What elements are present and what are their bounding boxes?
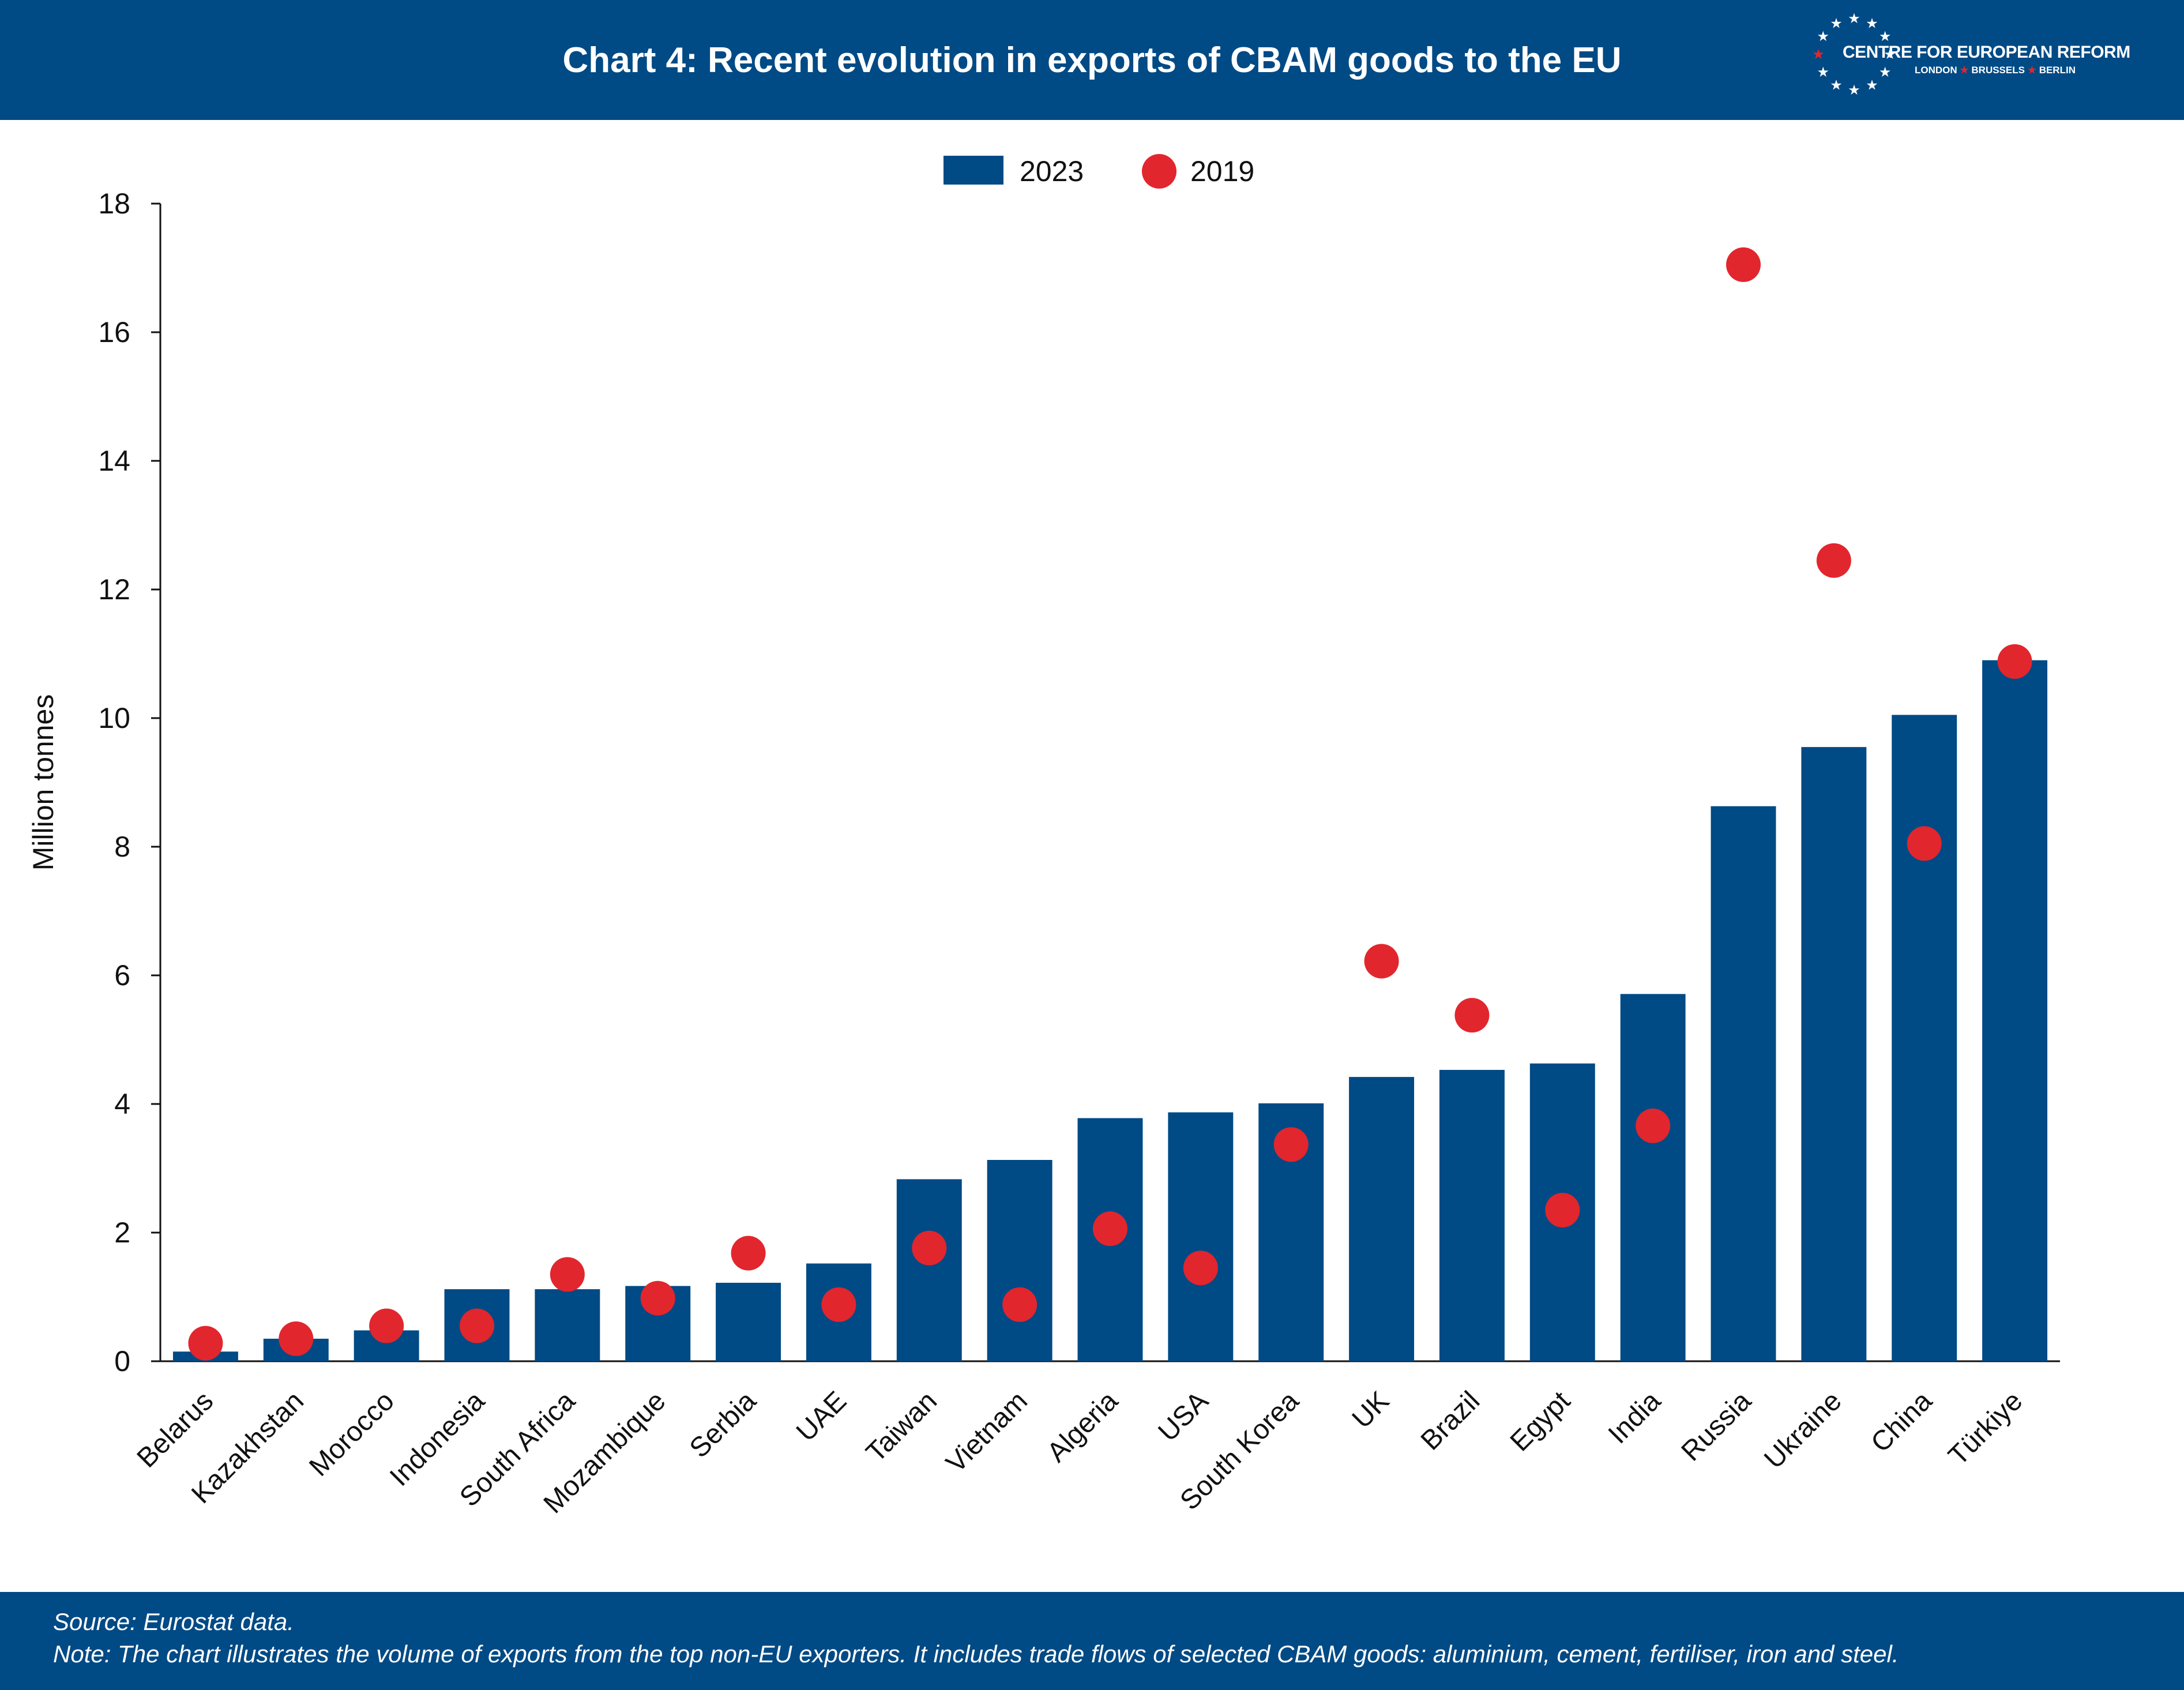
y-tick-label: 10 (98, 702, 130, 734)
y-tick-label: 18 (98, 187, 130, 220)
legend-swatch-2019 (1142, 154, 1176, 189)
logo-star-icon: ★ (1879, 64, 1892, 80)
logo-star-icon: ★ (1812, 46, 1825, 62)
header-bar: Chart 4: Recent evolution in exports of … (0, 0, 2184, 120)
chart-title: Chart 4: Recent evolution in exports of … (562, 40, 1622, 80)
logo-star-ring-icon: ★ ★★★★★★★★★★★ (1812, 10, 1896, 98)
legend-swatch-2023 (943, 156, 1003, 185)
dot-2019 (1907, 826, 1942, 861)
dot-2019 (1002, 1287, 1038, 1322)
x-category-label: China (1865, 1385, 1938, 1458)
dot-2019 (460, 1308, 494, 1343)
dot-2019 (731, 1235, 766, 1271)
x-category-label: Belarus (131, 1385, 220, 1474)
bar-2023 (1892, 715, 1957, 1361)
bar-2023 (1439, 1069, 1505, 1361)
logo-star-icon: ★ (1884, 46, 1896, 62)
dot-2019 (1273, 1127, 1309, 1162)
y-tick-label: 12 (98, 573, 130, 606)
x-category-label: Russia (1676, 1385, 1757, 1467)
x-category-label: Morocco (303, 1385, 400, 1482)
y-tick-label: 14 (98, 445, 130, 477)
logo-star-icon: ★ (1817, 28, 1830, 44)
y-axis-title: Million tonnes (27, 694, 59, 871)
y-tick-label: 8 (114, 831, 130, 863)
bar-2023 (535, 1289, 600, 1361)
bar-2023 (1349, 1077, 1415, 1361)
bar-2023 (1711, 806, 1776, 1361)
bar-2023 (716, 1282, 781, 1361)
logo-star-icon: ★ (1848, 10, 1860, 27)
dot-2019 (188, 1325, 223, 1361)
logo-name: CENTRE FOR EUROPEAN REFORM (1843, 43, 2130, 62)
x-category-label: Serbia (684, 1385, 762, 1464)
logo-star-icon: ★ (1866, 77, 1878, 93)
x-category-label: Taiwan (860, 1385, 943, 1468)
x-category-label: USA (1152, 1385, 1214, 1447)
footer-bar: Source: Eurostat data. Note: The chart i… (0, 1592, 2184, 1690)
logo-star-icon: ★ (1879, 28, 1892, 44)
bar-2023 (1982, 660, 2048, 1361)
x-category-label: UK (1347, 1385, 1396, 1434)
dot-2019 (550, 1257, 585, 1292)
bar-2023 (1801, 747, 1867, 1361)
x-category-label: Vietnam (941, 1385, 1033, 1478)
bar-2023 (1620, 994, 1686, 1361)
dot-2019 (640, 1280, 675, 1316)
dot-2019 (912, 1230, 947, 1265)
chart-area: 0 2 4 6 8 10 12 14 16 18 Million tonnes Belarus Kaza… (0, 120, 2184, 1592)
legend-label-2023: 2023 (1020, 155, 1084, 187)
dot-2019 (1636, 1108, 1671, 1143)
cer-logo: ★ ★ ★ ★ ★ ★ ★ ★ ★ ★ ★ ★ CENTRE FOR EUROPEAN REFORM … (1802, 7, 2171, 114)
dot-2019 (1454, 998, 1490, 1033)
logo-star-icon: ★ (1817, 64, 1830, 80)
logo-star-icon: ★ (1848, 82, 1860, 98)
dot-2019 (279, 1321, 314, 1356)
dot-2019 (1364, 944, 1399, 979)
y-tick-label: 4 (114, 1088, 130, 1120)
dot-2019 (369, 1308, 404, 1343)
y-tick-label: 16 (98, 316, 130, 348)
dot-2019 (1997, 644, 2032, 679)
x-category-label: Türkiye (1943, 1385, 2029, 1471)
x-category-label: India (1603, 1385, 1667, 1449)
dot-2019 (1816, 543, 1851, 578)
x-category-label: Ukraine (1758, 1385, 1847, 1474)
y-tick-label: 0 (114, 1345, 130, 1377)
legend-label-2019: 2019 (1190, 155, 1254, 187)
y-tick-label: 6 (114, 959, 130, 992)
logo-city-berlin: BERLIN (2039, 65, 2076, 76)
source-text: Source: Eurostat data. (53, 1608, 294, 1635)
logo-city-london: LONDON (1915, 65, 1957, 76)
x-category-label: Egypt (1505, 1385, 1576, 1457)
dot-2019 (1093, 1211, 1127, 1246)
y-tick-label: 2 (114, 1216, 130, 1249)
x-category-label: Brazil (1415, 1385, 1486, 1456)
note-text: Note: The chart illustrates the volume o… (53, 1640, 1899, 1668)
logo-city-brussels: BRUSSELS (1971, 65, 2025, 76)
dot-2019 (1545, 1192, 1580, 1227)
dot-2019 (1183, 1250, 1218, 1286)
logo-star-icon: ★ (1866, 15, 1878, 31)
bar-2023 (1168, 1112, 1234, 1361)
logo-cities: LONDON ★ BRUSSELS ★ BERLIN (1915, 65, 2076, 76)
bar-2023 (896, 1179, 962, 1361)
dot-2019 (1726, 247, 1761, 282)
logo-star-icon: ★ (1830, 15, 1843, 31)
x-category-label: Algeria (1042, 1385, 1124, 1468)
dot-2019 (821, 1287, 856, 1322)
bar-2023 (987, 1160, 1052, 1361)
logo-star-icon: ★ (1830, 77, 1843, 93)
x-category-label: UAE (791, 1385, 852, 1447)
